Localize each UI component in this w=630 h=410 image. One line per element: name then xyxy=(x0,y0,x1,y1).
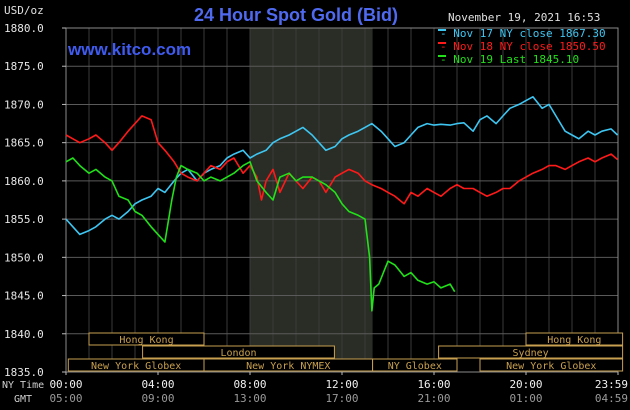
gmt-tick-label: 01:00 xyxy=(509,392,542,405)
ny-time-axis-label: NY Time xyxy=(2,380,44,391)
legend-entry: - Nov 17 NY close 1867.30 xyxy=(440,27,606,40)
gmt-tick-label: 04:59 xyxy=(595,392,628,405)
y-tick-label: 1875.0 xyxy=(4,60,44,73)
y-tick-label: 1870.0 xyxy=(4,98,44,111)
ny-time-tick-label: 08:00 xyxy=(233,378,266,391)
gmt-tick-label: 13:00 xyxy=(233,392,266,405)
market-session-bands: Hong Kong Hong Kong London Sydney New York G… xyxy=(67,332,624,372)
ny-time-tick-label: 23:59 xyxy=(595,378,628,391)
vertical-gridlines xyxy=(88,28,596,372)
gmt-tick-label: 17:00 xyxy=(325,392,358,405)
y-axis-tick-labels: 1880.0 1875.0 1870.0 1865.0 1860.0 1855.0 1850… xyxy=(4,22,66,379)
y-tick-label: 1850.0 xyxy=(4,251,44,264)
ny-time-tick-label: 12:00 xyxy=(325,378,358,391)
y-tick-label: 1880.0 xyxy=(4,22,44,35)
y-tick-label: 1840.0 xyxy=(4,328,44,341)
gmt-tick-label: 09:00 xyxy=(141,392,174,405)
session-band xyxy=(88,332,205,346)
legend-swatch xyxy=(438,55,446,57)
session-band xyxy=(142,345,335,359)
y-tick-label: 1855.0 xyxy=(4,213,44,226)
series-line xyxy=(65,115,619,205)
price-series-lines xyxy=(65,96,619,312)
y-tick-label: 1865.0 xyxy=(4,137,44,150)
session-band xyxy=(438,345,624,359)
session-band xyxy=(525,332,624,346)
legend: - Nov 17 NY close 1867.30- Nov 18 NY clo… xyxy=(438,27,606,66)
session-label: Sydney xyxy=(513,348,549,359)
session-band xyxy=(479,358,624,372)
y-tick-label: 1835.0 xyxy=(4,366,44,379)
y-axis-unit-label: USD/oz xyxy=(4,4,44,17)
session-label: London xyxy=(220,348,256,359)
chart-timestamp: November 19, 2021 16:53 xyxy=(448,11,600,24)
series-line xyxy=(65,96,619,236)
session-band xyxy=(372,358,458,372)
gmt-axis-label: GMT xyxy=(14,394,32,405)
legend-entry: - Nov 18 NY close 1850.50 xyxy=(440,40,606,53)
legend-swatch xyxy=(438,42,446,44)
ny-time-tick-label: 04:00 xyxy=(141,378,174,391)
ny-time-tick-label: 16:00 xyxy=(417,378,450,391)
gmt-tick-label: 21:00 xyxy=(417,392,450,405)
session-label: New York Globex xyxy=(506,361,596,372)
session-label: New York NYMEX xyxy=(246,361,330,372)
session-label: Hong Kong xyxy=(547,335,601,346)
ny-time-tick-label: 20:00 xyxy=(509,378,542,391)
session-label: Hong Kong xyxy=(119,335,173,346)
legend-entry: - Nov 19 Last 1845.10 xyxy=(440,53,579,66)
session-label: NY Globex xyxy=(388,361,442,372)
gmt-tick-label: 05:00 xyxy=(49,392,82,405)
kitco-watermark: www.kitco.com xyxy=(67,40,191,59)
y-tick-label: 1845.0 xyxy=(4,290,44,303)
chart-title: 24 Hour Spot Gold (Bid) xyxy=(194,5,398,25)
session-label: New York Globex xyxy=(91,361,181,372)
legend-swatch xyxy=(438,29,446,31)
ny-time-tick-label: 00:00 xyxy=(49,378,82,391)
series-line xyxy=(65,157,456,312)
nymex-session-highlight xyxy=(250,28,373,372)
y-tick-label: 1860.0 xyxy=(4,175,44,188)
